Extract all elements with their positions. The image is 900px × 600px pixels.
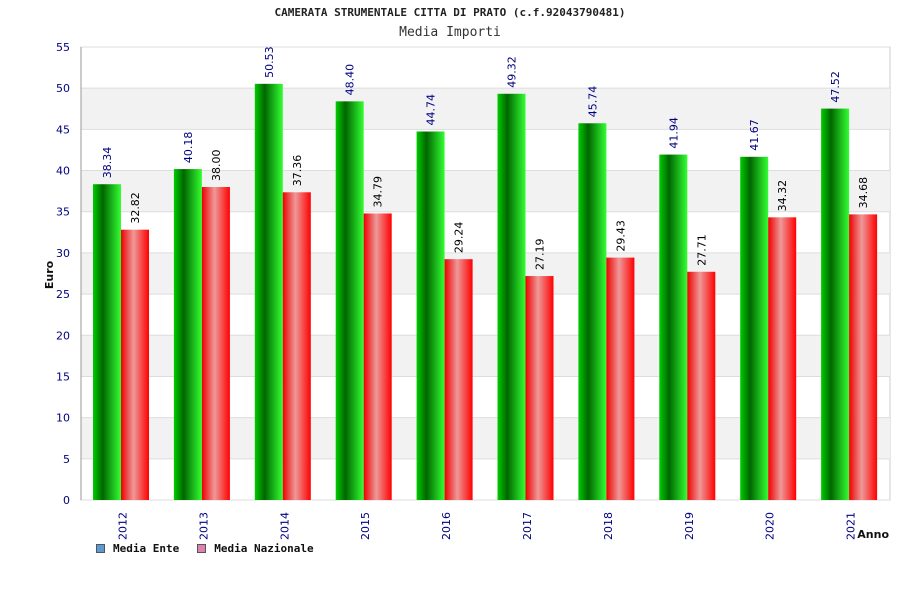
x-tick-label: 2016: [440, 512, 453, 540]
value-label-ente: 45.74: [586, 86, 599, 118]
x-tick-label: 2013: [197, 512, 210, 540]
x-tick-label: 2020: [764, 512, 777, 540]
value-label-ente: 38.34: [101, 147, 114, 179]
bar-media-nazionale: [525, 276, 554, 500]
legend-label-ente: Media Ente: [113, 542, 180, 555]
y-tick-label: 15: [56, 370, 70, 383]
x-tick-label: 2021: [845, 512, 858, 540]
legend-swatch-nazionale: [197, 544, 207, 553]
y-axis-label: Euro: [43, 260, 56, 289]
value-label-nazionale: 34.68: [857, 177, 870, 209]
bar-media-ente: [416, 131, 445, 500]
y-tick-label: 35: [56, 206, 70, 219]
bar-media-nazionale: [201, 187, 230, 500]
y-tick-label: 25: [56, 288, 70, 301]
x-tick-label: 2018: [602, 512, 615, 540]
y-tick-label: 40: [56, 165, 70, 178]
value-label-ente: 50.53: [263, 46, 276, 78]
y-tick-label: 55: [56, 41, 70, 54]
x-tick-label: 2014: [278, 512, 291, 540]
value-label-nazionale: 37.36: [291, 155, 304, 187]
bar-media-ente: [578, 123, 607, 500]
bar-media-nazionale: [606, 257, 635, 500]
bar-media-ente: [497, 93, 526, 501]
y-tick-label: 20: [56, 329, 70, 342]
bar-media-ente: [821, 108, 850, 500]
value-label-ente: 48.40: [344, 64, 357, 96]
x-axis-label: Anno: [857, 528, 889, 541]
bar-media-ente: [173, 169, 202, 500]
bar-media-ente: [659, 154, 688, 501]
value-label-ente: 41.94: [667, 117, 680, 149]
grid-band: [81, 88, 890, 130]
value-label-nazionale: 34.79: [372, 176, 385, 208]
y-tick-label: 30: [56, 247, 70, 260]
y-tick-label: 10: [56, 412, 70, 425]
value-label-ente: 41.67: [748, 119, 761, 151]
bar-media-ente: [254, 83, 283, 501]
chart-title: CAMERATA STRUMENTALE CITTA DI PRATO (c.f…: [274, 6, 626, 19]
bar-media-ente: [335, 101, 364, 501]
bar-media-ente: [740, 156, 769, 501]
legend-entry-ente: Media Ente: [96, 542, 179, 555]
value-label-nazionale: 27.71: [695, 234, 708, 266]
y-tick-label: 5: [63, 453, 70, 466]
value-label-nazionale: 34.32: [776, 180, 789, 212]
value-label-nazionale: 27.19: [534, 239, 547, 271]
value-label-ente: 40.18: [182, 132, 195, 164]
y-tick-label: 45: [56, 123, 70, 136]
x-tick-label: 2017: [521, 512, 534, 540]
x-tick-label: 2015: [359, 512, 372, 540]
legend: Media Ente Media Nazionale: [96, 542, 314, 555]
value-label-nazionale: 29.24: [453, 222, 466, 254]
value-label-ente: 44.74: [425, 94, 438, 126]
bar-media-ente: [93, 184, 121, 500]
bar-media-nazionale: [849, 214, 878, 500]
y-tick-label: 0: [63, 494, 70, 507]
chart-subtitle: Media Importi: [399, 25, 501, 40]
bar-media-nazionale: [282, 192, 311, 500]
legend-swatch-ente: [96, 544, 105, 553]
value-label-ente: 49.32: [506, 56, 519, 88]
bar-media-nazionale: [687, 271, 716, 500]
value-label-nazionale: 32.82: [129, 192, 142, 224]
legend-entry-nazionale: Media Nazionale: [197, 542, 314, 555]
y-tick-label: 50: [56, 82, 70, 95]
value-label-ente: 47.52: [829, 71, 842, 103]
legend-label-nazionale: Media Nazionale: [214, 542, 314, 555]
value-label-nazionale: 38.00: [210, 150, 223, 182]
bar-media-nazionale: [768, 217, 797, 500]
bar-media-nazionale: [121, 229, 149, 500]
bar-media-nazionale: [444, 259, 473, 500]
value-label-nazionale: 29.43: [614, 220, 627, 252]
x-tick-label: 2019: [683, 512, 696, 540]
x-tick-label: 2012: [116, 512, 129, 540]
bar-media-nazionale: [363, 213, 392, 500]
